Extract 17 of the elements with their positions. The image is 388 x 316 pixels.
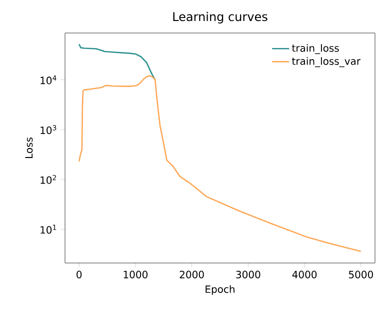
- x-tick-label: 3000: [236, 270, 260, 278]
- legend-label: train_loss_var: [292, 57, 361, 68]
- x-tick-label: 4000: [292, 270, 317, 278]
- legend-label: train_loss: [292, 44, 339, 54]
- x-tick-label: 0: [76, 270, 82, 278]
- y-tick-label: 10$^{4}$: [40, 75, 56, 84]
- y-tick-label: 10$^{3}$: [40, 125, 56, 134]
- y-axis-title: Loss: [25, 138, 33, 158]
- x-tick-label: 2000: [180, 270, 204, 278]
- x-tick-label: 5000: [348, 270, 373, 278]
- x-tick-label: 1000: [124, 270, 148, 278]
- y-tick-label: 10$^{1}$: [40, 224, 56, 234]
- y-tick-label: 10$^{2}$: [40, 174, 56, 184]
- line-series: [78, 75, 362, 252]
- line-series: [78, 43, 156, 80]
- x-axis-title: Epoch: [206, 285, 234, 295]
- chart-title: Learning curves: [173, 12, 268, 24]
